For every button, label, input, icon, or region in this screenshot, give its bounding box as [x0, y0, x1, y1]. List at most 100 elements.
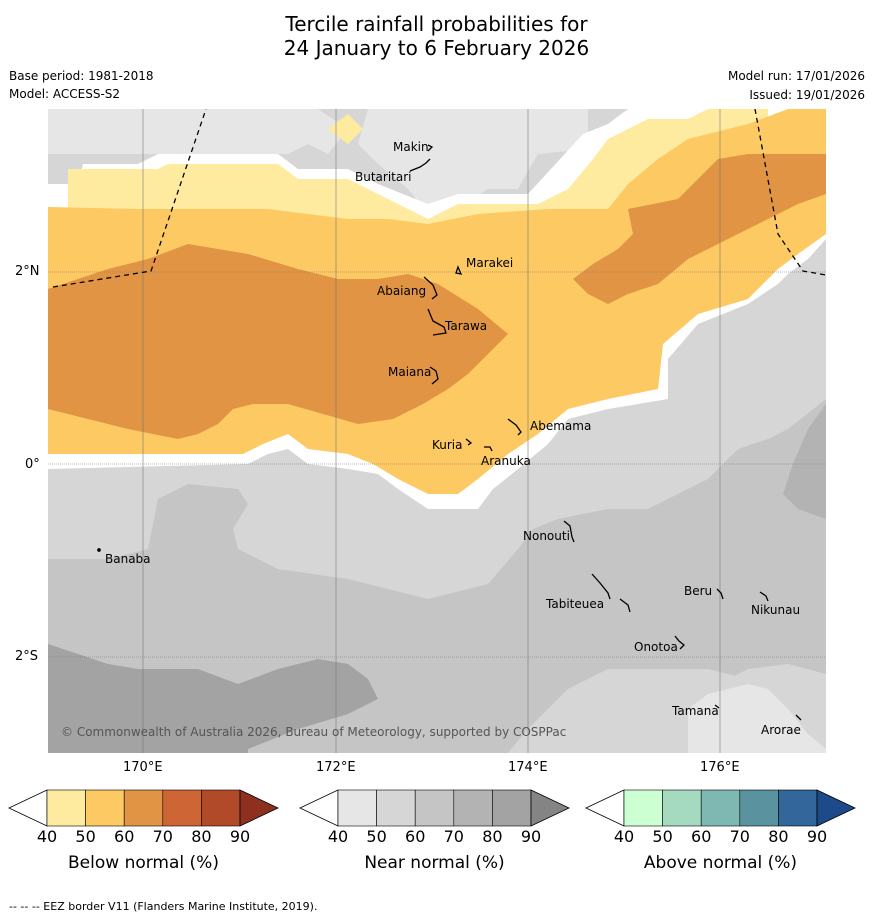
island-onotoa	[674, 635, 685, 650]
island-tarawa	[427, 308, 447, 336]
below-normal-40-band	[48, 109, 768, 229]
above-colorbar-tick-50: 50	[652, 827, 672, 846]
island-nikunau	[759, 591, 769, 602]
below-colorbar-tick-50: 50	[75, 827, 95, 846]
above-colorbar-segment-70	[739, 789, 779, 827]
island-butaritari	[409, 158, 431, 172]
grid-lines	[48, 109, 826, 753]
lon-label-172e: 172°E	[316, 760, 356, 775]
above-colorbar-segment-80	[778, 789, 818, 827]
near-colorbar-segment-40	[337, 789, 377, 827]
below-colorbar-under-triangle	[8, 789, 48, 827]
above-colorbar-under-triangle	[585, 789, 625, 827]
above-colorbar-tick-70: 70	[730, 827, 750, 846]
near-normal-70-south-west	[48, 644, 378, 753]
label-banaba: Banaba	[105, 552, 151, 566]
copyright-notice: © Commonwealth of Australia 2026, Bureau…	[61, 725, 566, 739]
near-colorbar-tick-70: 70	[444, 827, 464, 846]
small-yellow-spot	[328, 114, 363, 144]
below-normal-60-region-east	[573, 154, 826, 304]
label-nikunau: Nikunau	[751, 603, 800, 617]
label-makin: Makin	[393, 140, 429, 154]
island-tamana	[714, 704, 720, 709]
label-tamana: Tamana	[671, 704, 719, 718]
island-tabiteuea	[591, 573, 631, 613]
near-colorbar-segment-80	[492, 789, 532, 827]
below-colorbar-title: Below normal (%)	[68, 853, 219, 873]
label-tabiteuea: Tabiteuea	[545, 597, 604, 611]
below-colorbar-tick-90: 90	[230, 827, 250, 846]
near-colorbar-segment-70	[453, 789, 493, 827]
colorbar-above-normal: 40 50 60 70 80 90 Above normal (%)	[585, 789, 856, 873]
above-colorbar-segment-50	[662, 789, 702, 827]
above-colorbar-tick-80: 80	[768, 827, 788, 846]
above-colorbar-tick-90: 90	[807, 827, 827, 846]
probability-map: Makin Butaritari Marakei Abaiang Tarawa …	[48, 109, 826, 753]
near-colorbar-tick-90: 90	[521, 827, 541, 846]
label-marakei: Marakei	[466, 256, 513, 270]
island-abemama	[507, 418, 522, 436]
label-kuria: Kuria	[432, 438, 463, 452]
islands	[97, 144, 802, 721]
below-normal-60-region-west	[48, 244, 508, 439]
island-maiana	[429, 366, 439, 385]
label-aranuka: Aranuka	[481, 454, 531, 468]
above-colorbar-segment-40	[623, 789, 663, 827]
above-colorbar-tick-40: 40	[614, 827, 634, 846]
below-colorbar-segment-40	[46, 789, 86, 827]
eez-border-east	[754, 109, 826, 276]
near-normal-40-band-top-center	[358, 109, 588, 214]
near-colorbar-tick-50: 50	[366, 827, 386, 846]
below-colorbar-tick-60: 60	[114, 827, 134, 846]
near-normal-60-south	[48, 399, 826, 753]
eez-border	[52, 109, 826, 288]
below-colorbar-tick-70: 70	[153, 827, 173, 846]
above-colorbar-tick-60: 60	[691, 827, 711, 846]
near-colorbar-tick-40: 40	[328, 827, 348, 846]
colorbar-near-normal: 40 50 60 70 80 90 Near normal (%)	[299, 789, 570, 873]
island-kuria	[465, 438, 473, 446]
lon-label-170e: 170°E	[123, 760, 163, 775]
place-labels: Makin Butaritari Marakei Abaiang Tarawa …	[105, 140, 801, 737]
label-nonouti: Nonouti	[523, 529, 570, 543]
below-colorbar-over-triangle	[239, 789, 279, 827]
title-line-1: Tercile rainfall probabilities for	[285, 12, 588, 36]
label-abaiang: Abaiang	[377, 284, 426, 298]
label-beru: Beru	[684, 584, 712, 598]
title-line-2: 24 January to 6 February 2026	[283, 36, 590, 60]
near-colorbar-under-triangle	[299, 789, 339, 827]
island-beru	[716, 588, 724, 600]
below-colorbar-segment-50	[85, 789, 125, 827]
colorbar-below-normal: 40 50 60 70 80 90 Below normal (%)	[8, 789, 279, 873]
near-colorbar-segment-50	[376, 789, 416, 827]
below-colorbar-segment-70	[162, 789, 202, 827]
near-colorbar-tick-60: 60	[405, 827, 425, 846]
lat-label-2s: 2°S	[15, 649, 39, 664]
near-normal-70-east	[783, 404, 826, 519]
above-colorbar-over-triangle	[816, 789, 856, 827]
label-onotoa: Onotoa	[634, 640, 678, 654]
below-colorbar-segment-80	[201, 789, 241, 827]
eez-footnote: -- -- -- EEZ border V11 (Flanders Marine…	[9, 900, 318, 913]
island-makin	[427, 144, 434, 152]
near-colorbar-tick-80: 80	[482, 827, 502, 846]
island-marakei	[455, 265, 463, 275]
island-nonouti	[563, 520, 575, 543]
eez-border-west	[52, 109, 207, 288]
colorbar-panel: 40 50 60 70 80 90 Below normal (%) 40 50 60 70 80 9…	[8, 789, 856, 873]
near-colorbar-segment-60	[414, 789, 455, 827]
lon-label-176e: 176°E	[700, 760, 740, 775]
above-colorbar-segment-60	[700, 789, 741, 827]
below-colorbar-tick-40: 40	[37, 827, 57, 846]
near-colorbar-over-triangle	[530, 789, 570, 827]
label-maiana: Maiana	[388, 365, 431, 379]
below-colorbar-tick-80: 80	[191, 827, 211, 846]
island-arorae	[795, 714, 802, 721]
near-normal-40-southeast	[688, 684, 826, 753]
below-colorbar-segment-60	[123, 789, 164, 827]
label-butaritari: Butaritari	[355, 170, 412, 184]
map-title: Tercile rainfall probabilities for 24 Ja…	[0, 12, 873, 60]
near-colorbar-title: Near normal (%)	[364, 853, 504, 873]
island-abaiang	[423, 276, 438, 300]
model-name: Model: ACCESS-S2	[9, 87, 121, 101]
